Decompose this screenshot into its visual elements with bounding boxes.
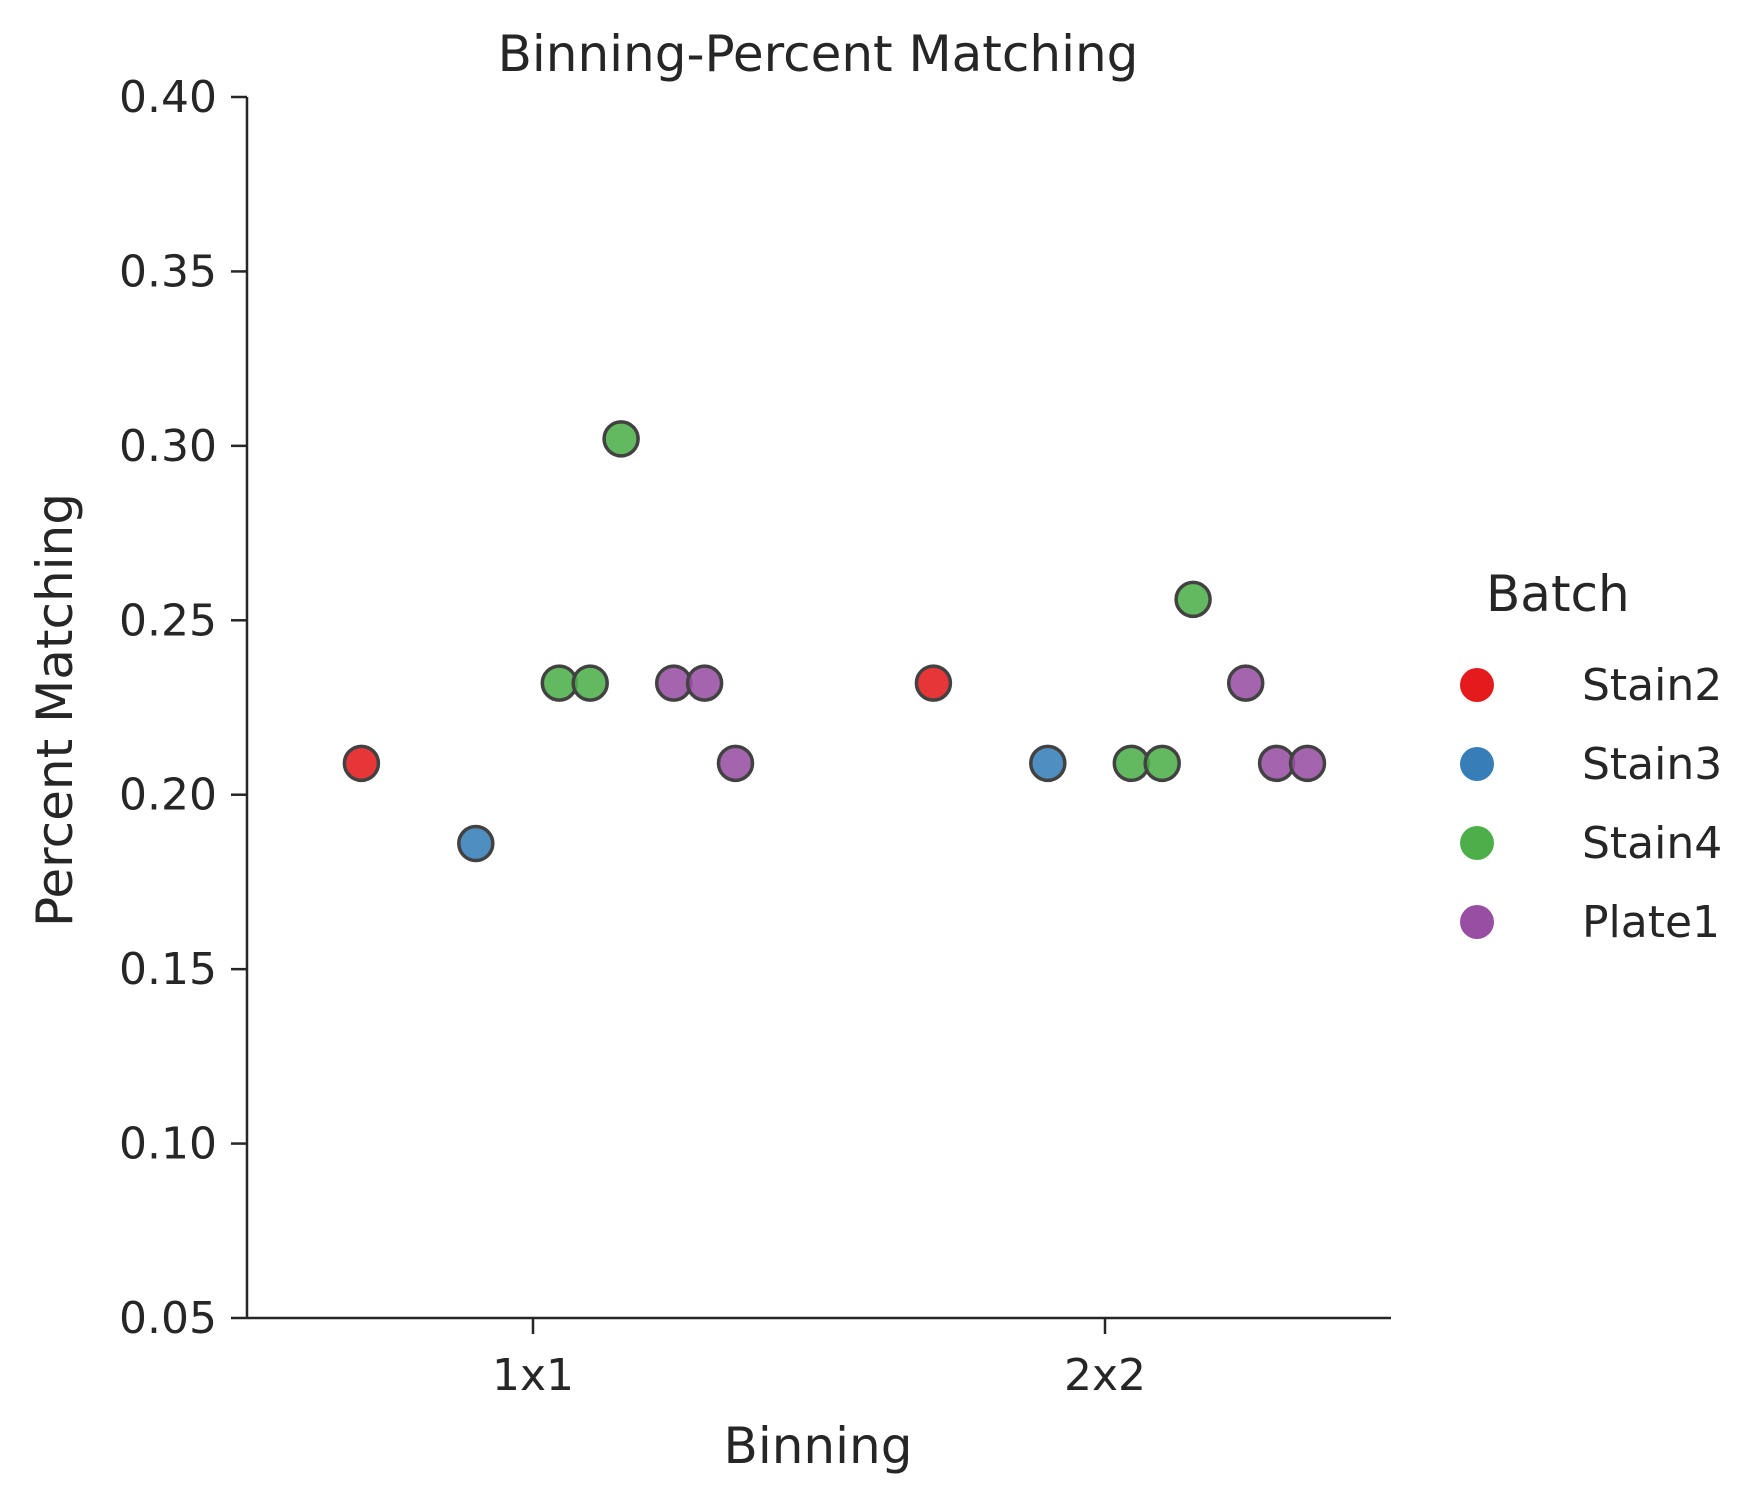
y-axis-label: Percent Matching [26,493,84,927]
y-tick-label: 0.35 [119,246,217,297]
data-point-plate1 [1257,744,1296,783]
x-ticks: 1x1 2x2 [492,1318,1146,1401]
x-tick-label: 2x2 [1064,1350,1146,1401]
legend: Batch Stain2 Stain3 Stain4 Plate1 [1460,565,1722,948]
data-point-stain4 [602,420,640,458]
data-point-plate1 [716,744,755,783]
y-ticks: 0.05 0.10 0.15 0.20 0.25 0.30 0.35 0.40 [119,72,247,1344]
data-point-plate1 [1288,744,1327,783]
data-point-stain3 [457,824,495,863]
data-point-stain4 [1174,580,1212,619]
data-point-stain3 [1029,744,1067,783]
data-point-stain4 [1112,744,1151,783]
chart-title: Binning-Percent Matching [498,25,1139,83]
y-tick-label: 0.25 [119,595,217,646]
y-tick-label: 0.20 [119,770,217,821]
legend-marker-stain3 [1460,747,1494,781]
y-tick-label: 0.05 [119,1293,217,1344]
y-tick-label: 0.30 [119,421,217,472]
data-point-plate1 [654,664,693,702]
data-point-stain4 [1143,744,1181,783]
data-point-stain2 [914,664,953,702]
legend-marker-stain2 [1460,668,1494,702]
y-tick-label: 0.15 [119,944,217,995]
x-axis-label: Binning [724,1417,913,1475]
data-point-stain4 [540,664,579,702]
legend-label-stain2: Stain2 [1582,660,1722,711]
x-tick-label: 1x1 [492,1350,574,1401]
legend-label-stain3: Stain3 [1582,739,1722,790]
data-point-plate1 [685,664,724,702]
legend-items: Stain2 Stain3 Stain4 Plate1 [1460,660,1722,948]
data-points [342,420,1327,863]
legend-label-stain4: Stain4 [1582,818,1722,869]
y-tick-label: 0.10 [119,1119,217,1170]
legend-marker-stain4 [1460,826,1494,860]
data-point-stain4 [571,664,609,702]
legend-label-plate1: Plate1 [1582,897,1720,948]
y-tick-label: 0.40 [119,72,217,123]
data-point-plate1 [1226,664,1265,702]
legend-title: Batch [1486,565,1630,623]
data-point-stain2 [342,744,381,783]
legend-marker-plate1 [1460,905,1494,939]
